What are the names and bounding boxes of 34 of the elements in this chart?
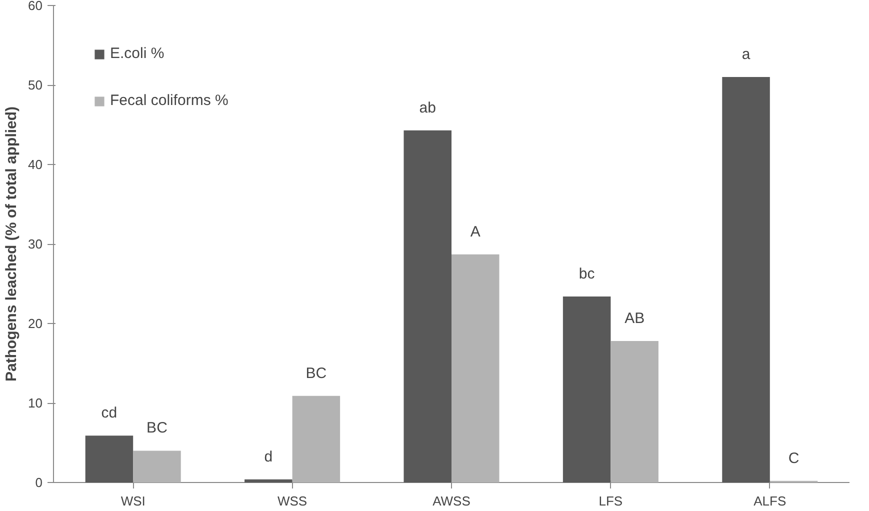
annotation: ab [419, 99, 436, 116]
legend-label: E.coli % [110, 45, 164, 62]
annotation: C [788, 450, 800, 467]
x-tick-label: WSS [277, 494, 308, 508]
x-tick-label: WSI [120, 494, 146, 508]
y-axis-title: Pathogens leached (% of total applied) [3, 106, 20, 382]
y-tick-label: 50 [28, 78, 43, 92]
bar [404, 130, 452, 482]
annotation: a [742, 46, 751, 64]
x-tick-label: AWSS [432, 494, 471, 508]
annotation: bc [578, 265, 596, 282]
bar [85, 436, 134, 482]
annotation: AB [624, 310, 645, 327]
bar [452, 254, 500, 482]
annotation: cd [101, 404, 118, 422]
bar [610, 340, 658, 482]
annotation: BC [146, 420, 168, 437]
y-tick-label: 30 [28, 236, 43, 252]
x-tick-label: ALFS [754, 494, 786, 508]
bar [133, 450, 181, 482]
annotation: A [470, 223, 480, 240]
y-tick-label: 40 [28, 157, 43, 172]
y-tick-label: 10 [28, 396, 43, 410]
bar [292, 396, 340, 482]
bar [244, 479, 292, 482]
x-tick-label: LFS [598, 494, 623, 508]
annotation: BC [306, 364, 327, 382]
y-tick-label: 0 [35, 475, 43, 490]
y-tick-label: 60 [28, 0, 43, 13]
bar [722, 77, 770, 482]
y-tick-label: 20 [28, 316, 43, 331]
bar [562, 296, 611, 482]
legend-label: Fecal coliforms % [110, 92, 228, 109]
annotation: d [264, 448, 273, 466]
